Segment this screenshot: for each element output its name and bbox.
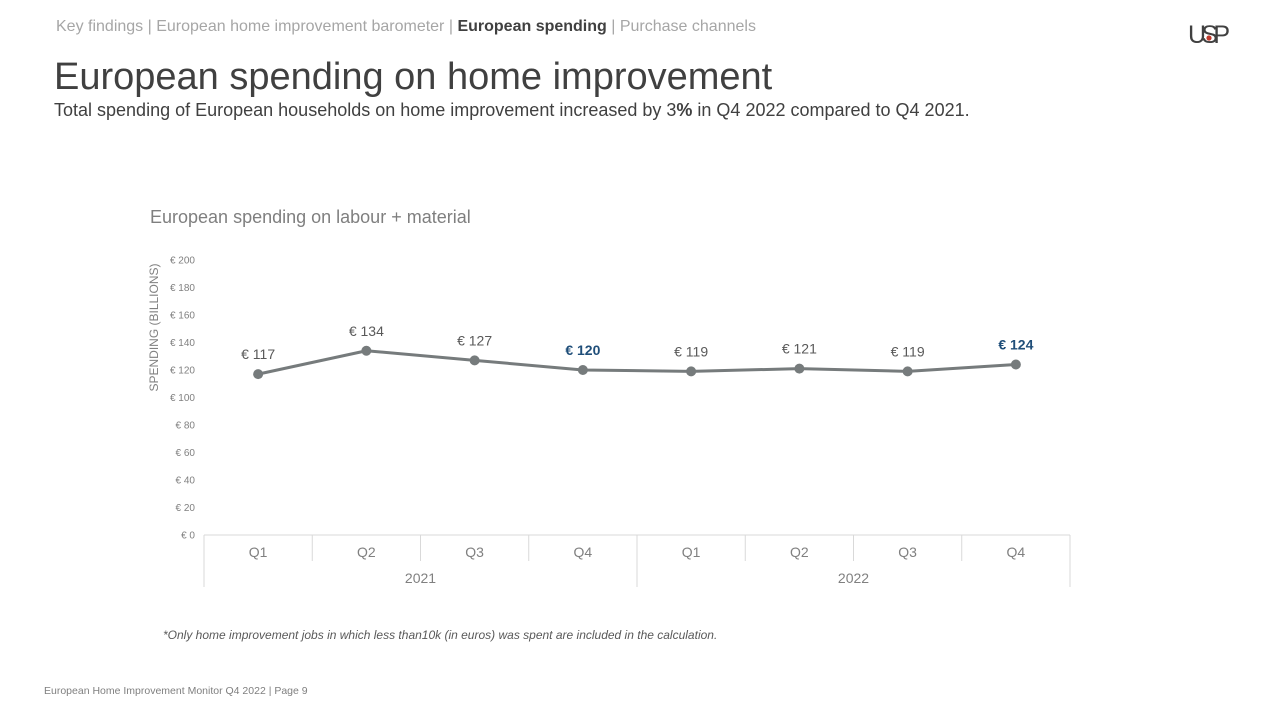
logo-dot (1206, 35, 1212, 41)
page-subtitle: Total spending of European households on… (54, 100, 970, 121)
y-tick-label: € 120 (170, 366, 195, 377)
x-tick-label: Q3 (898, 544, 917, 560)
x-group-label: 2021 (405, 570, 436, 586)
data-label: € 127 (457, 332, 492, 348)
y-tick-label: € 20 (176, 503, 196, 514)
data-point (253, 369, 264, 380)
page-footer: European Home Improvement Monitor Q4 202… (44, 685, 308, 697)
y-tick-label: € 200 (170, 256, 195, 267)
y-tick-label: € 140 (170, 338, 195, 349)
breadcrumb-european-spending[interactable]: European spending (457, 18, 607, 35)
data-label: € 120 (565, 342, 600, 358)
data-point (686, 366, 697, 377)
breadcrumb-purchase-channels[interactable]: Purchase channels (619, 18, 756, 35)
data-label: € 124 (998, 337, 1033, 353)
data-label: € 119 (891, 343, 925, 359)
y-tick-label: € 80 (176, 421, 196, 432)
y-tick-label: € 0 (181, 531, 195, 542)
data-point (361, 345, 372, 356)
data-label: € 134 (349, 323, 384, 339)
data-label: € 121 (782, 341, 817, 357)
subtitle-text-end: in Q4 2022 compared to Q4 2021. (692, 100, 970, 120)
logo-text: USP (1188, 21, 1230, 49)
breadcrumb-separator: | (448, 18, 453, 35)
x-group-label: 2022 (838, 570, 869, 586)
page-title: European spending on home improvement (54, 56, 773, 98)
y-axis-title: SPENDING (BILLIONS) (147, 263, 161, 391)
chart-title: European spending on labour + material (150, 207, 471, 227)
x-tick-label: Q4 (1007, 544, 1026, 560)
subtitle-emphasis: % (676, 100, 693, 120)
x-tick-label: Q2 (790, 544, 809, 560)
series-line (257, 349, 1016, 376)
x-tick-label: Q2 (357, 544, 376, 560)
x-tick-label: Q1 (249, 544, 268, 560)
y-tick-label: € 160 (170, 311, 195, 322)
data-point (577, 365, 588, 375)
data-point (794, 363, 805, 374)
breadcrumb-separator: | (611, 18, 616, 35)
data-label: € 117 (241, 346, 275, 362)
usp-logo: USP (1188, 21, 1230, 49)
footnote: *Only home improvement jobs in which les… (163, 628, 718, 642)
breadcrumb-key-findings[interactable]: Key findings (56, 18, 144, 35)
data-point (1010, 359, 1021, 370)
x-tick-label: Q1 (682, 544, 701, 560)
x-tick-label: Q4 (574, 544, 593, 560)
data-point (469, 355, 480, 366)
breadcrumb-barometer[interactable]: European home improvement barometer (156, 18, 445, 35)
y-tick-label: € 40 (176, 476, 196, 487)
breadcrumb-separator: | (147, 18, 152, 35)
data-label: € 119 (674, 343, 708, 359)
y-tick-label: € 180 (170, 283, 195, 294)
subtitle-text: Total spending of European households on… (54, 100, 677, 120)
breadcrumb: Key findings | European home improvement… (56, 18, 756, 36)
y-tick-label: € 100 (170, 393, 195, 404)
data-point (902, 366, 913, 377)
x-tick-label: Q3 (465, 544, 484, 560)
y-tick-label: € 60 (176, 448, 196, 459)
